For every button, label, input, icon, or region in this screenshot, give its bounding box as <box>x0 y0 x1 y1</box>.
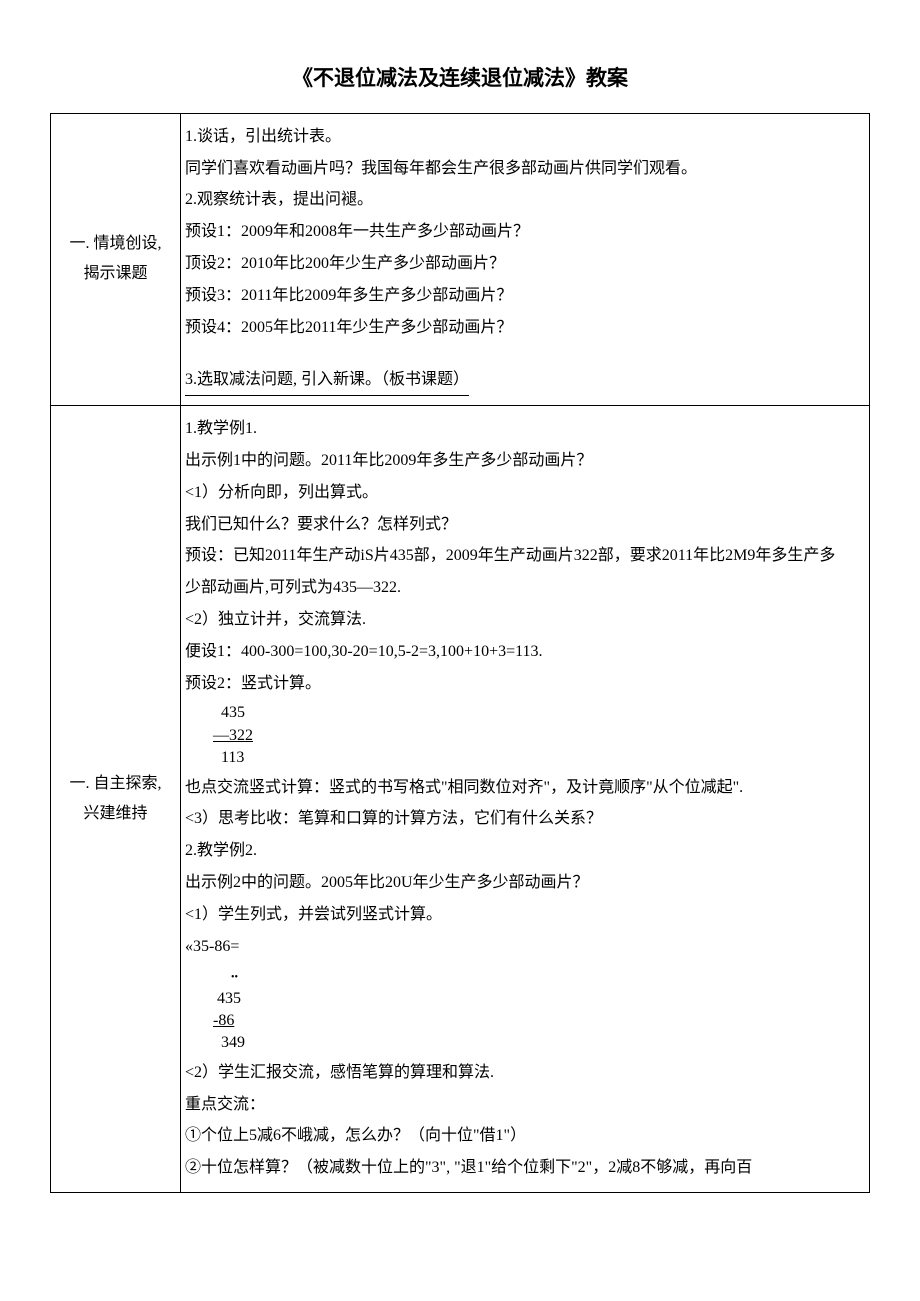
content-line: 顶设2：2010年比200年少生产多少部动画片？ <box>185 250 865 279</box>
table-row: 一. 自主探索, 兴建维持 1.教学例1. 出示例1中的问题。2011年比200… <box>51 406 870 1193</box>
calc-line: 435 <box>213 702 865 724</box>
label-text: 一. 自主探索, <box>59 769 172 799</box>
content-line: 3.选取减法问题, 引入新课。（板书课题） <box>185 366 865 396</box>
label-text: 揭示课题 <box>59 259 172 289</box>
content-line: 预设4：2005年比2011年少生产多少部动画片？ <box>185 314 865 343</box>
lesson-table: 一. 情境创设, 揭示课题 1.谈话，引出统计表。 同学们喜欢看动画片吗？我国每… <box>50 113 870 1193</box>
section-content: 1.谈话，引出统计表。 同学们喜欢看动画片吗？我国每年都会生产很多部动画片供同学… <box>181 113 870 405</box>
calc-line: 349 <box>213 1032 865 1054</box>
content-line: 同学们喜欢看动画片吗？我国每年都会生产很多部动画片供同学们观看。 <box>185 155 865 184</box>
content-line: <3）思考比收：笔算和口算的计算方法，它们有什么关系？ <box>185 805 865 834</box>
label-text: 兴建维持 <box>59 799 172 829</box>
section-content: 1.教学例1. 出示例1中的问题。2011年比2009年多生产多少部动画片？ <… <box>181 406 870 1193</box>
content-line: 预设2：竖式计算。 <box>185 670 865 699</box>
content-line: 1.谈话，引出统计表。 <box>185 123 865 152</box>
calculation-block: •• 435 -86 349 <box>213 965 865 1055</box>
calc-line: 113 <box>213 747 865 769</box>
page-title: 《不退位减法及连续退位减法》教案 <box>50 60 870 98</box>
label-text: 一. 情境创设, <box>59 229 172 259</box>
content-line: 2.教学例2. <box>185 837 865 866</box>
content-line: 预设：已知2011年生产动iS片435部，2009年生产动画片322部，要求20… <box>185 542 865 571</box>
content-line: ①个位上5减6不峨减，怎么办？（向十位"借1"） <box>185 1122 865 1151</box>
content-line: 出示例2中的问题。2005年比20U年少生产多少部动画片？ <box>185 869 865 898</box>
blank-line <box>185 345 865 363</box>
content-line: <2）学生汇报交流，感悟笔算的算理和算法. <box>185 1059 865 1088</box>
content-line: 2.观察统计表，提出问褪。 <box>185 186 865 215</box>
content-line: 预设1：2009年和2008年一共生产多少部动画片？ <box>185 218 865 247</box>
calc-line: 435 <box>213 988 865 1010</box>
content-line: ②十位怎样算？（被减数十位上的"3", "退1"给个位剩下"2"，2减8不够减，… <box>185 1154 865 1183</box>
content-line: 少部动画片,可列式为435—322. <box>185 574 865 603</box>
content-line: 1.教学例1. <box>185 415 865 444</box>
underlined-text: 3.选取减法问题, 引入新课。（板书课题） <box>185 366 469 396</box>
borrow-dots: •• <box>231 972 238 983</box>
content-line: 我们已知什么？要求什么？怎样列式？ <box>185 511 865 540</box>
content-line: 也点交流竖式计算：竖式的书写格式"相同数位对齐"，及计竟顺序"从个位减起". <box>185 774 865 803</box>
content-line: 重点交流： <box>185 1091 865 1120</box>
content-line: <1）分析向即，列出算式。 <box>185 479 865 508</box>
content-line: «35-86= <box>185 933 865 962</box>
calc-line: -86 <box>213 1010 865 1032</box>
content-line: 便设1：400-300=100,30-20=10,5-2=3,100+10+3=… <box>185 638 865 667</box>
content-line: 出示例1中的问题。2011年比2009年多生产多少部动画片？ <box>185 447 865 476</box>
content-line: <1）学生列式，并尝试列竖式计算。 <box>185 901 865 930</box>
content-line: <2）独立计并，交流算法. <box>185 606 865 635</box>
section-label: 一. 情境创设, 揭示课题 <box>51 113 181 405</box>
table-row: 一. 情境创设, 揭示课题 1.谈话，引出统计表。 同学们喜欢看动画片吗？我国每… <box>51 113 870 405</box>
section-label: 一. 自主探索, 兴建维持 <box>51 406 181 1193</box>
content-line: 预设3：2011年比2009年多生产多少部动画片？ <box>185 282 865 311</box>
calculation-block: 435 —322 113 <box>213 702 865 769</box>
calc-line: —322 <box>213 725 865 747</box>
